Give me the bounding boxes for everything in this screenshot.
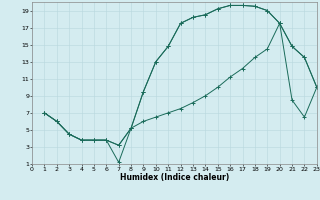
X-axis label: Humidex (Indice chaleur): Humidex (Indice chaleur) [120, 173, 229, 182]
